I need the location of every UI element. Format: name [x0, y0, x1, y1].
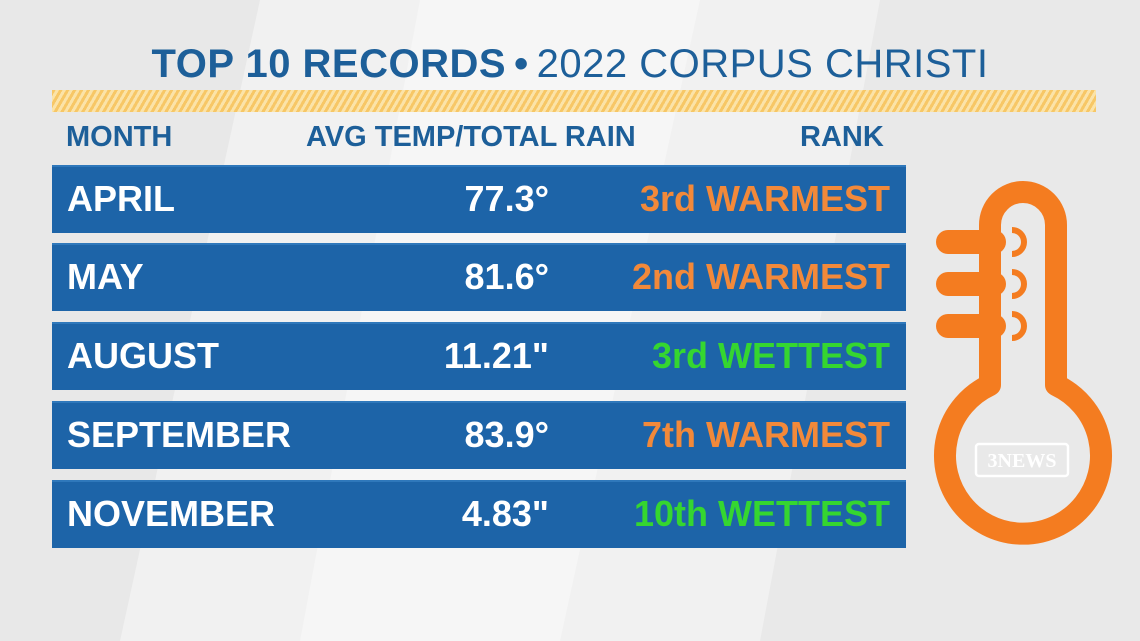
table-row: SEPTEMBER 83.9° 7th WARMEST — [52, 401, 906, 469]
row-rank: 3rd WETTEST — [651, 335, 890, 376]
title-bold: TOP 10 RECORDS — [151, 42, 507, 86]
table-row: APRIL 77.3° 3rd WARMEST — [52, 165, 906, 233]
row-month: SEPTEMBER — [67, 414, 292, 455]
row-value: 77.3° — [464, 178, 549, 219]
row-rank: 7th WARMEST — [642, 414, 890, 455]
row-value: 11.21" — [443, 335, 549, 376]
row-month: MAY — [67, 256, 144, 297]
row-value: 81.6° — [464, 256, 549, 297]
page-title: TOP 10 RECORDS • 2022 CORPUS CHRISTI — [0, 42, 1140, 87]
table-row: AUGUST 11.21" 3rd WETTEST — [52, 322, 906, 390]
row-rank: 10th WETTEST — [633, 493, 890, 534]
title-location: 2022 CORPUS CHRISTI — [536, 42, 989, 86]
title-separator: • — [514, 42, 529, 86]
header-month: MONTH — [66, 121, 173, 153]
title-underline-stripe — [52, 90, 1096, 112]
header-rank: RANK — [800, 121, 884, 153]
row-month: AUGUST — [67, 335, 219, 376]
row-value: 4.83" — [461, 493, 549, 534]
row-month: APRIL — [67, 178, 175, 219]
row-rank: 3rd WARMEST — [639, 178, 890, 219]
logo-badge — [974, 442, 1070, 478]
thermometer-icon: 3NEWS — [934, 181, 1112, 545]
table-row: NOVEMBER 4.83" 10th WETTEST — [52, 480, 906, 548]
row-month: NOVEMBER — [67, 493, 276, 534]
header-value: AVG TEMP/TOTAL RAIN — [306, 121, 636, 153]
logo-text: 3NEWS — [988, 450, 1057, 472]
table-row: MAY 81.6° 2nd WARMEST — [52, 243, 906, 311]
row-rank: 2nd WARMEST — [632, 256, 890, 297]
row-value: 83.9° — [464, 414, 549, 455]
